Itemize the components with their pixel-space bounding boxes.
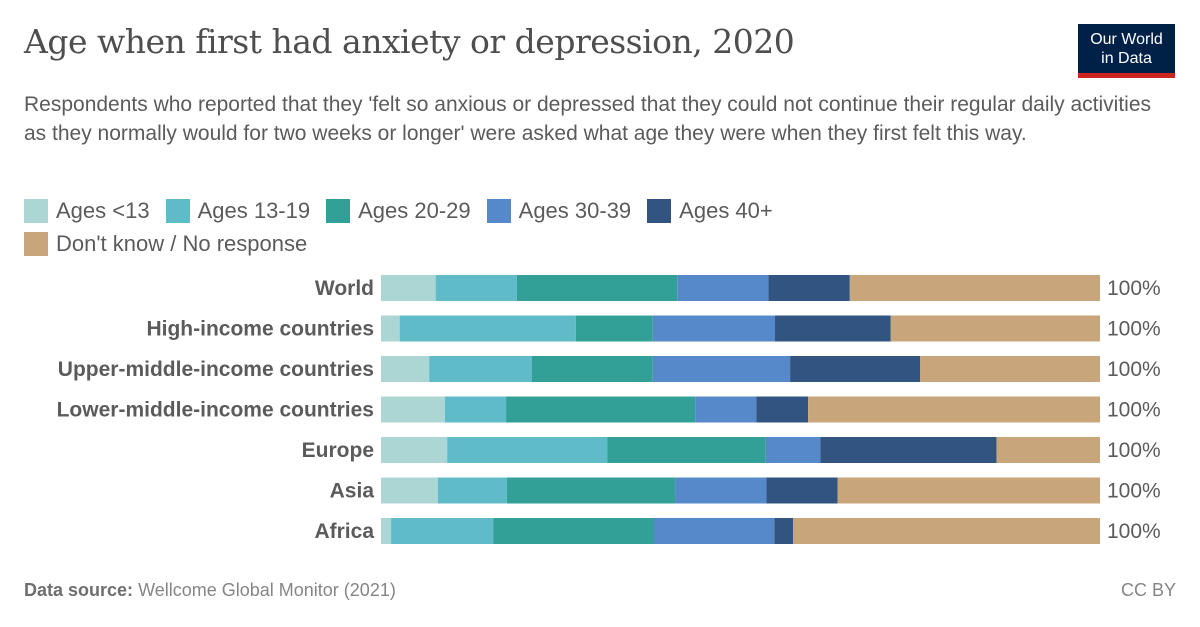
bar-segment [607,437,766,463]
bar-segment [435,275,517,301]
total-label: 100% [1107,358,1161,381]
category-label: Upper-middle-income countries [58,358,374,381]
chart-subtitle: Respondents who reported that they 'felt… [24,93,1152,145]
bar-segment [381,356,430,382]
total-label: 100% [1107,399,1161,422]
total-label: 100% [1107,520,1161,543]
bar-segment [506,396,696,423]
category-label: Lower-middle-income countries [57,399,374,422]
legend-swatch [24,232,48,256]
bar-segment [444,396,507,423]
bar-segment [774,518,793,544]
bar-segment [837,477,1100,504]
bar-segment [653,518,775,544]
bar-segment [652,356,791,382]
legend-swatch [326,199,351,223]
owid-logo[interactable]: Our World in Data [1078,24,1175,78]
bar-segment [756,396,809,423]
legend-item[interactable]: Ages 30-39 [486,196,632,226]
legend-item[interactable]: Ages 40+ [647,196,773,226]
data-source: Data source: Wellcome Global Monitor (20… [24,580,396,600]
bar-segment [381,275,436,301]
bar-segment [652,315,776,342]
bar-segment [996,437,1100,463]
legend-label: Ages 20-29 [358,198,471,223]
legend-item[interactable]: Ages 13-19 [165,196,311,226]
legend-label: Ages <13 [56,198,150,223]
total-label: 100% [1107,277,1161,300]
legend-item[interactable]: Ages <13 [24,196,150,226]
category-label: World [315,277,374,300]
bar-segment [808,396,1100,423]
legend-label: Ages 40+ [679,198,773,223]
legend-swatch [24,199,48,223]
total-label: 100% [1107,480,1161,503]
bar-segment [768,275,850,301]
bar-segment [790,356,921,382]
bar-segment [531,356,653,382]
license-link[interactable]: CC BY [1120,580,1176,600]
category-label: High-income countries [146,318,374,341]
legend-swatch [165,199,190,223]
bar-segment [381,396,445,423]
bar-segment [675,477,767,504]
chart-title: Age when first had anxiety or depression… [24,22,795,61]
bar-segment [920,356,1100,382]
bar-segment [399,315,576,342]
category-label: Europe [302,439,374,462]
bar-segment [516,275,678,301]
bar-segment [381,437,448,463]
bar-segment [695,396,757,423]
bar-segment [820,437,997,463]
bar-segment [849,275,1100,301]
legend-item[interactable]: Ages 20-29 [326,196,471,226]
bar-segment [792,518,1100,544]
bar-segment [677,275,769,301]
bar-segment [575,315,653,342]
legend-item[interactable]: Don't know / No response [24,229,307,259]
bar-segment [381,315,400,342]
bar-segment [890,315,1100,342]
legend-swatch [647,199,672,223]
total-label: 100% [1107,318,1161,341]
legend-swatch [486,199,511,223]
bar-segment [775,315,891,342]
category-label: Asia [330,480,375,503]
legend-label: Ages 13-19 [197,198,311,223]
bar-segment [506,477,676,504]
total-label: 100% [1107,439,1161,462]
bar-segment [493,518,654,544]
bar-segment [391,518,494,544]
category-label: Africa [314,520,374,543]
bar-segment [766,477,838,504]
legend: Ages <13 Ages 13-19 Ages 20-29 Ages 30-39 Ag… [24,196,924,262]
legend-label: Ages 30-39 [518,198,632,223]
bar-segment [447,437,608,463]
bar-segment [429,356,532,382]
bar-segment [437,477,507,504]
bar-segment [765,437,821,463]
legend-label: Don't know / No response [56,231,308,256]
bar-segment [381,477,438,504]
bar-segment [381,518,392,544]
